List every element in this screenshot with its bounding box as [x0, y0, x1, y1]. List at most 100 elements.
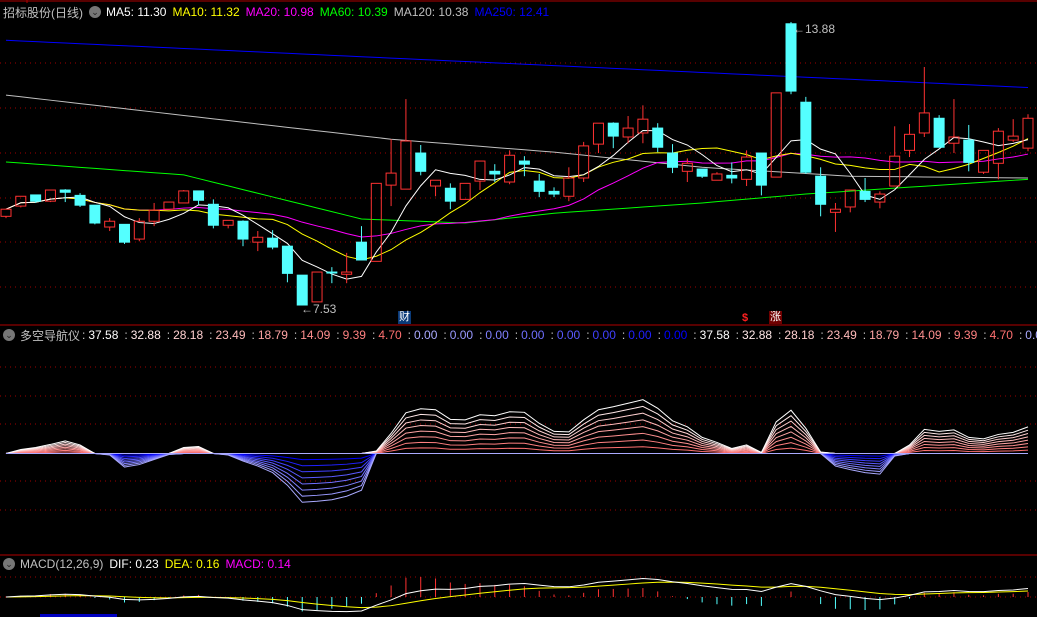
macd-panel-header: ⌄ MACD(12,26,9) DIF: 0.23 DEA: 0.16 MACD…	[3, 556, 297, 572]
value-separator: :	[820, 328, 824, 342]
candle-up	[133, 220, 145, 240]
candle-up	[563, 177, 575, 197]
candle-up	[874, 193, 886, 203]
indicator-value-24: 0.00	[1025, 328, 1037, 342]
finance-report-marker[interactable]: 财	[398, 311, 411, 324]
candle-down	[30, 194, 42, 202]
ma120-line	[5, 94, 1029, 179]
indicator-title: 多空导航仪	[20, 328, 81, 343]
candle-up	[578, 145, 590, 179]
indicator-value-3: 23.49	[215, 328, 246, 342]
candle-up	[741, 156, 753, 180]
candle-down	[207, 203, 219, 226]
candle-down	[533, 180, 545, 192]
value-separator: :	[479, 328, 483, 342]
candle-up	[104, 220, 116, 228]
candle-down	[355, 241, 367, 261]
value-separator: :	[514, 328, 519, 342]
candle-up	[0, 208, 12, 217]
price-limit-up-marker[interactable]: 涨	[769, 311, 782, 324]
macd-dif-value: DIF: 0.23	[109, 557, 159, 571]
candle-up	[637, 118, 649, 134]
value-separator: :	[209, 328, 213, 342]
candle-up	[370, 182, 382, 262]
indicator-panel-header: ⌄ 多空导航仪 :37.58:32.88:28.18:23.49:18.79:1…	[3, 327, 1037, 343]
value-separator: :	[1018, 328, 1023, 342]
value-separator: :	[983, 328, 987, 342]
candle-up	[948, 136, 960, 144]
dea-line	[5, 581, 1029, 609]
value-separator: :	[293, 328, 298, 342]
candle-down	[859, 190, 871, 200]
ma-label-5: MA250: 12.41	[474, 5, 550, 19]
indicator-value-14: 0.00	[628, 328, 652, 342]
candle-up	[15, 195, 27, 207]
indicator-value-15: 0.00	[663, 328, 688, 342]
value-separator: :	[336, 328, 340, 342]
candle-up	[252, 236, 264, 243]
candle-down	[489, 170, 501, 175]
candle-up	[178, 190, 190, 204]
candle-down	[696, 168, 708, 177]
indicator-value-6: 9.39	[342, 328, 366, 342]
value-separator: :	[443, 328, 447, 342]
indicator-value-10: 0.00	[485, 328, 509, 342]
ma-legend: MA5: 11.30 MA10: 11.32 MA20: 10.98 MA60: 10…	[106, 5, 555, 19]
indicator-value-5: 14.09	[300, 328, 331, 342]
chevron-down-icon[interactable]: ⌄	[3, 558, 15, 570]
bull-line-6	[5, 412, 1029, 454]
indicator-value-16: 37.58	[699, 328, 730, 342]
value-separator: :	[657, 328, 661, 342]
value-separator: :	[82, 328, 86, 342]
candle-up	[1007, 135, 1019, 141]
scroll-position-bar[interactable]	[40, 614, 117, 617]
candle-down	[118, 223, 130, 243]
indicator-value-23: 4.70	[989, 328, 1013, 342]
candle-up	[459, 182, 471, 200]
macd-macd-value: MACD: 0.14	[225, 557, 291, 571]
candle-down	[281, 245, 293, 274]
chevron-down-icon[interactable]: ⌄	[89, 6, 101, 18]
candle-down	[296, 274, 308, 306]
candle-up	[222, 219, 234, 226]
candle-up	[385, 172, 397, 186]
bull-line-4	[5, 426, 1029, 454]
indicator-value-19: 23.49	[826, 328, 857, 342]
dividend-marker[interactable]: $	[742, 312, 749, 324]
indicator-value-7: 4.70	[378, 328, 402, 342]
value-separator: :	[124, 328, 128, 342]
ma-label-4: MA120: 10.38	[393, 5, 469, 19]
candle-down	[267, 237, 279, 248]
low-price-label: ←7.53	[301, 302, 337, 316]
candle-up	[904, 133, 916, 151]
low-price-value: 7.53	[313, 302, 337, 316]
ma-label-0: MA5: 11.30	[106, 5, 167, 19]
ma-label-2: MA20: 10.98	[245, 5, 314, 19]
indicator-value-0: 37.58	[88, 328, 119, 342]
candle-up	[681, 162, 693, 172]
indicator-value-17: 32.88	[742, 328, 773, 342]
candle-down	[726, 174, 738, 179]
candle-down	[518, 160, 530, 165]
ma-label-3: MA60: 10.39	[319, 5, 388, 19]
bear-line-7	[6, 453, 1028, 497]
candle-up	[148, 209, 160, 222]
candle-up	[829, 208, 841, 213]
value-separator: :	[371, 328, 376, 342]
candle-down	[933, 117, 945, 148]
candle-down	[800, 101, 812, 173]
value-separator: :	[947, 328, 951, 342]
value-separator: :	[166, 328, 171, 342]
value-separator: :	[550, 328, 554, 342]
candle-down	[607, 122, 619, 137]
value-separator: :	[735, 328, 740, 342]
indicator-value-8: 0.00	[414, 328, 438, 342]
ma250-line	[5, 39, 1029, 89]
indicator-value-4: 18.79	[257, 328, 288, 342]
candle-up	[341, 271, 353, 275]
candle-down	[785, 23, 797, 92]
dif-line	[5, 577, 1029, 613]
chevron-down-icon[interactable]: ⌄	[3, 329, 15, 341]
